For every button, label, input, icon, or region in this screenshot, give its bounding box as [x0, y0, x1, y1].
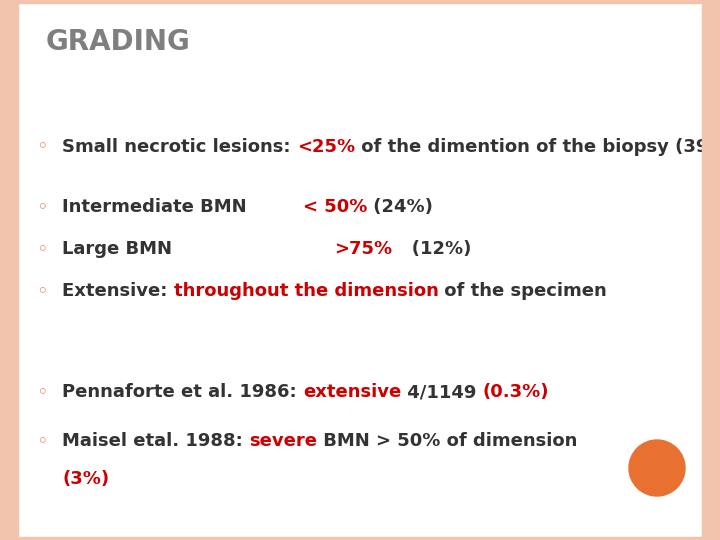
Text: Maisel etal. 1988:: Maisel etal. 1988:: [62, 432, 249, 450]
Text: of the dimention of the biopsy (39%): of the dimention of the biopsy (39%): [355, 138, 720, 156]
Text: Pennaforte et al. 1986:: Pennaforte et al. 1986:: [62, 383, 303, 401]
Text: BMN > 50% of dimension: BMN > 50% of dimension: [317, 432, 577, 450]
Circle shape: [629, 440, 685, 496]
Text: ◦: ◦: [36, 198, 48, 217]
Text: severe: severe: [249, 432, 317, 450]
Text: >75%: >75%: [335, 240, 392, 258]
Text: 4/1149: 4/1149: [401, 383, 482, 401]
Bar: [0, 537, 720, 540]
Text: ◦: ◦: [36, 138, 48, 157]
Text: extensive: extensive: [303, 383, 401, 401]
Text: ◦: ◦: [36, 432, 48, 451]
Text: (0.3%): (0.3%): [482, 383, 549, 401]
Text: of the specimen: of the specimen: [438, 282, 607, 300]
Text: < 50%: < 50%: [303, 198, 367, 216]
Text: GRADING: GRADING: [46, 28, 191, 56]
Text: Intermediate BMN: Intermediate BMN: [62, 198, 303, 216]
Text: (24%): (24%): [367, 198, 433, 216]
Text: ◦: ◦: [36, 282, 48, 301]
Text: <25%: <25%: [297, 138, 355, 156]
Text: Small necrotic lesions:: Small necrotic lesions:: [62, 138, 297, 156]
Text: (3%): (3%): [62, 470, 109, 488]
Text: (12%): (12%): [392, 240, 471, 258]
Text: ◦: ◦: [36, 240, 48, 259]
Text: Extensive:: Extensive:: [62, 282, 174, 300]
Bar: [0, 0, 18, 540]
Bar: [0, 0, 720, 3]
Text: ◦: ◦: [36, 383, 48, 402]
Text: Large BMN: Large BMN: [62, 240, 335, 258]
Bar: [702, 0, 720, 540]
Text: throughout the dimension: throughout the dimension: [174, 282, 438, 300]
